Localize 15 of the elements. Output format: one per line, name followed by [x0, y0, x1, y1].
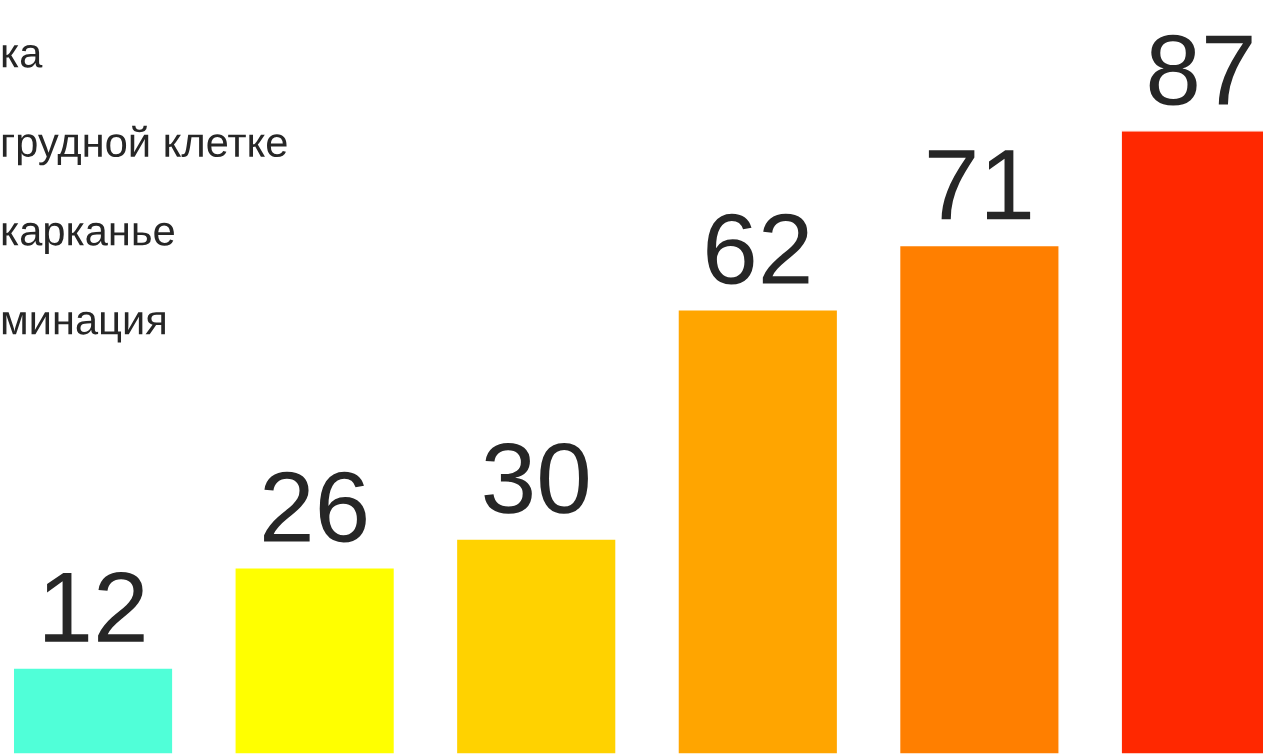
annotation: грудной клетке [2, 125, 287, 166]
data-label: 30 [484, 442, 588, 514]
bar [12, 667, 174, 754]
data-label: 62 [707, 213, 809, 285]
bar [898, 244, 1060, 754]
bar [455, 538, 617, 754]
bar [234, 567, 396, 754]
data-label: 87 [1149, 34, 1252, 106]
text: ка [2, 44, 43, 68]
bar [677, 309, 839, 754]
data-label: 71 [928, 150, 1031, 220]
data-label: 26 [264, 471, 366, 543]
annotation: минация [2, 311, 165, 343]
annotation: карканье [2, 222, 174, 254]
data-label: 12 [45, 571, 144, 642]
